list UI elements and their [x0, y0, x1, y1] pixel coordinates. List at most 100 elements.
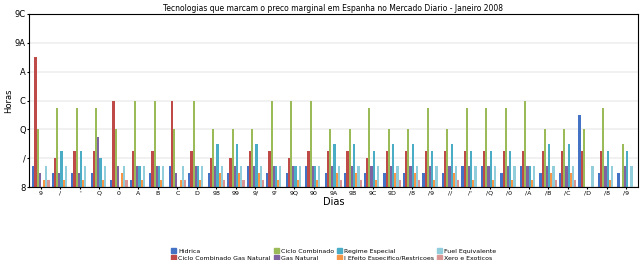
Bar — [626, 151, 629, 187]
Bar — [173, 129, 175, 187]
Bar — [123, 166, 125, 187]
Bar — [403, 173, 405, 187]
Bar — [316, 180, 318, 187]
Bar — [418, 180, 421, 187]
Bar — [286, 173, 288, 187]
Bar — [182, 166, 184, 187]
Bar — [32, 166, 35, 187]
Bar — [563, 129, 566, 187]
Bar — [366, 158, 368, 187]
Bar — [336, 173, 338, 187]
Bar — [82, 180, 84, 187]
Bar — [37, 129, 39, 187]
Bar — [93, 151, 95, 187]
Bar — [71, 173, 73, 187]
Bar — [435, 166, 438, 187]
Bar — [347, 151, 349, 187]
Bar — [271, 101, 273, 187]
Bar — [574, 180, 577, 187]
Bar — [464, 151, 465, 187]
Bar — [455, 166, 457, 187]
Bar — [349, 129, 351, 187]
Bar — [141, 180, 143, 187]
Bar — [433, 180, 435, 187]
Bar — [630, 166, 632, 187]
Bar — [112, 101, 114, 187]
Bar — [583, 129, 585, 187]
Bar — [544, 129, 546, 187]
Bar — [483, 151, 485, 187]
Bar — [520, 166, 522, 187]
Bar — [580, 151, 583, 187]
Bar — [290, 101, 292, 187]
Bar — [297, 180, 299, 187]
Bar — [160, 180, 162, 187]
Bar — [372, 151, 375, 187]
Bar — [552, 166, 555, 187]
Bar — [609, 180, 611, 187]
Bar — [227, 173, 229, 187]
Bar — [525, 101, 526, 187]
Bar — [490, 151, 492, 187]
Bar — [550, 173, 552, 187]
Bar — [188, 173, 191, 187]
Bar — [219, 173, 221, 187]
Bar — [360, 180, 361, 187]
Bar — [407, 129, 410, 187]
Bar — [492, 180, 494, 187]
Bar — [234, 166, 236, 187]
Bar — [413, 173, 416, 187]
Bar — [162, 166, 164, 187]
Bar — [156, 166, 158, 187]
Bar — [468, 166, 470, 187]
Bar — [355, 173, 358, 187]
Bar — [288, 158, 290, 187]
Bar — [91, 173, 93, 187]
Bar — [221, 166, 223, 187]
Bar — [542, 151, 544, 187]
Bar — [52, 173, 54, 187]
Bar — [598, 173, 600, 187]
Bar — [62, 180, 65, 187]
Bar — [412, 144, 413, 187]
Bar — [377, 166, 379, 187]
Bar — [193, 101, 195, 187]
Bar — [591, 166, 594, 187]
Bar — [58, 173, 60, 187]
Bar — [101, 180, 104, 187]
Bar — [76, 108, 78, 187]
Bar — [462, 166, 464, 187]
Bar — [383, 173, 385, 187]
Bar — [514, 166, 516, 187]
Bar — [470, 151, 473, 187]
Bar — [329, 129, 331, 187]
Bar — [243, 180, 245, 187]
Bar — [624, 166, 626, 187]
Bar — [223, 180, 225, 187]
Bar — [208, 173, 210, 187]
Bar — [132, 151, 134, 187]
Legend: Hidrica, Ciclo Combinado Gas Natural, Ciclo Combinado, Gas Natural, Regime Espec: Hidrica, Ciclo Combinado Gas Natural, Ci… — [169, 246, 498, 260]
Bar — [526, 166, 528, 187]
Bar — [152, 151, 153, 187]
Bar — [175, 173, 177, 187]
Bar — [481, 166, 483, 187]
Bar — [444, 151, 446, 187]
Bar — [358, 166, 360, 187]
Bar — [578, 115, 580, 187]
Bar — [533, 166, 535, 187]
Bar — [65, 166, 67, 187]
Bar — [279, 166, 281, 187]
Bar — [473, 180, 474, 187]
Bar — [295, 166, 297, 187]
Bar — [80, 151, 82, 187]
Bar — [216, 144, 219, 187]
Bar — [114, 129, 117, 187]
Bar — [364, 173, 366, 187]
Bar — [555, 180, 557, 187]
Bar — [457, 180, 459, 187]
Bar — [254, 166, 256, 187]
Bar — [568, 144, 569, 187]
Bar — [344, 173, 347, 187]
Bar — [262, 180, 264, 187]
